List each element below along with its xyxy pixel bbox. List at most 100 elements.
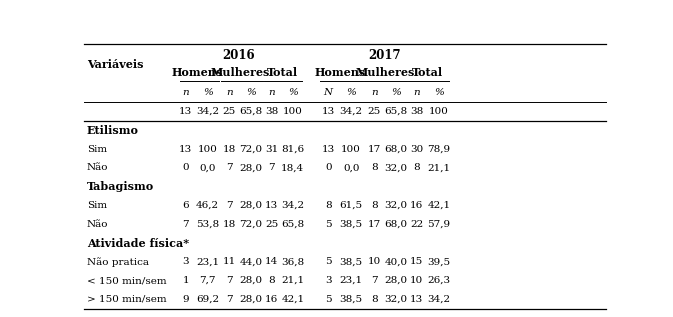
Text: 32,0: 32,0: [384, 201, 408, 210]
Text: 23,1: 23,1: [340, 276, 363, 285]
Text: %: %: [391, 88, 401, 97]
Text: N: N: [324, 88, 332, 97]
Text: Não pratica: Não pratica: [87, 257, 149, 267]
Text: 8: 8: [414, 163, 420, 172]
Text: 34,2: 34,2: [427, 295, 450, 304]
Text: 34,2: 34,2: [281, 201, 304, 210]
Text: 53,8: 53,8: [196, 220, 219, 229]
Text: 38,5: 38,5: [340, 257, 363, 266]
Text: %: %: [246, 88, 256, 97]
Text: 10: 10: [367, 257, 381, 266]
Text: 65,8: 65,8: [384, 107, 408, 116]
Text: %: %: [346, 88, 356, 97]
Text: Mulheres: Mulheres: [355, 67, 415, 78]
Text: 28,0: 28,0: [240, 295, 262, 304]
Text: 38,5: 38,5: [340, 220, 363, 229]
Text: 17: 17: [367, 220, 381, 229]
Text: 5: 5: [325, 257, 332, 266]
Text: 38,5: 38,5: [340, 295, 363, 304]
Text: 25: 25: [367, 107, 381, 116]
Text: 21,1: 21,1: [427, 163, 450, 172]
Text: n: n: [226, 88, 232, 97]
Text: Etilismo: Etilismo: [87, 125, 139, 136]
Text: 61,5: 61,5: [340, 201, 363, 210]
Text: 36,8: 36,8: [281, 257, 304, 266]
Text: 68,0: 68,0: [384, 220, 408, 229]
Text: > 150 min/sem: > 150 min/sem: [87, 295, 166, 304]
Text: 7: 7: [182, 220, 189, 229]
Text: 11: 11: [223, 257, 236, 266]
Text: 39,5: 39,5: [427, 257, 450, 266]
Text: 100: 100: [283, 107, 303, 116]
Text: 6: 6: [182, 201, 189, 210]
Text: Atividade física*: Atividade física*: [87, 237, 189, 249]
Text: n: n: [269, 88, 275, 97]
Text: 18: 18: [223, 145, 236, 154]
Text: 8: 8: [269, 276, 275, 285]
Text: 17: 17: [367, 145, 381, 154]
Text: 13: 13: [322, 145, 335, 154]
Text: 44,0: 44,0: [240, 257, 262, 266]
Text: 28,0: 28,0: [384, 276, 408, 285]
Text: 100: 100: [198, 145, 217, 154]
Text: < 150 min/sem: < 150 min/sem: [87, 276, 166, 285]
Text: 3: 3: [325, 276, 332, 285]
Text: 8: 8: [371, 201, 378, 210]
Text: 42,1: 42,1: [281, 295, 304, 304]
Text: n: n: [182, 88, 189, 97]
Text: 15: 15: [411, 257, 423, 266]
Text: 32,0: 32,0: [384, 163, 408, 172]
Text: 7: 7: [226, 276, 232, 285]
Text: 0: 0: [325, 163, 332, 172]
Text: 0: 0: [182, 163, 189, 172]
Text: 100: 100: [341, 145, 361, 154]
Text: %: %: [288, 88, 297, 97]
Text: 72,0: 72,0: [240, 145, 262, 154]
Text: 18: 18: [223, 220, 236, 229]
Text: 81,6: 81,6: [281, 145, 304, 154]
Text: 2017: 2017: [368, 49, 401, 61]
Text: 65,8: 65,8: [281, 220, 304, 229]
Text: 7: 7: [269, 163, 275, 172]
Text: Total: Total: [413, 67, 444, 78]
Text: 78,9: 78,9: [427, 145, 450, 154]
Text: 32,0: 32,0: [384, 295, 408, 304]
Text: 13: 13: [322, 107, 335, 116]
Text: 68,0: 68,0: [384, 145, 408, 154]
Text: 23,1: 23,1: [196, 257, 219, 266]
Text: Variáveis: Variáveis: [87, 59, 143, 70]
Text: 34,2: 34,2: [340, 107, 363, 116]
Text: n: n: [414, 88, 420, 97]
Text: 7: 7: [226, 201, 232, 210]
Text: 65,8: 65,8: [240, 107, 262, 116]
Text: 30: 30: [411, 145, 423, 154]
Text: 72,0: 72,0: [240, 220, 262, 229]
Text: 13: 13: [265, 201, 279, 210]
Text: 34,2: 34,2: [196, 107, 219, 116]
Text: Homens: Homens: [314, 67, 365, 78]
Text: 100: 100: [429, 107, 449, 116]
Text: 22: 22: [411, 220, 423, 229]
Text: 31: 31: [265, 145, 279, 154]
Text: 8: 8: [371, 295, 378, 304]
Text: 7: 7: [226, 163, 232, 172]
Text: 21,1: 21,1: [281, 276, 304, 285]
Text: n: n: [371, 88, 378, 97]
Text: 57,9: 57,9: [427, 220, 450, 229]
Text: 0,0: 0,0: [199, 163, 216, 172]
Text: Total: Total: [267, 67, 298, 78]
Text: 5: 5: [325, 295, 332, 304]
Text: 28,0: 28,0: [240, 201, 262, 210]
Text: Homens: Homens: [171, 67, 222, 78]
Text: 1: 1: [182, 276, 189, 285]
Text: Tabagismo: Tabagismo: [87, 181, 154, 192]
Text: Mulheres: Mulheres: [211, 67, 270, 78]
Text: 8: 8: [371, 163, 378, 172]
Text: 46,2: 46,2: [196, 201, 219, 210]
Text: 9: 9: [182, 295, 189, 304]
Text: Não: Não: [87, 163, 108, 172]
Text: 13: 13: [179, 145, 192, 154]
Text: 5: 5: [325, 220, 332, 229]
Text: 3: 3: [182, 257, 189, 266]
Text: 13: 13: [411, 295, 423, 304]
